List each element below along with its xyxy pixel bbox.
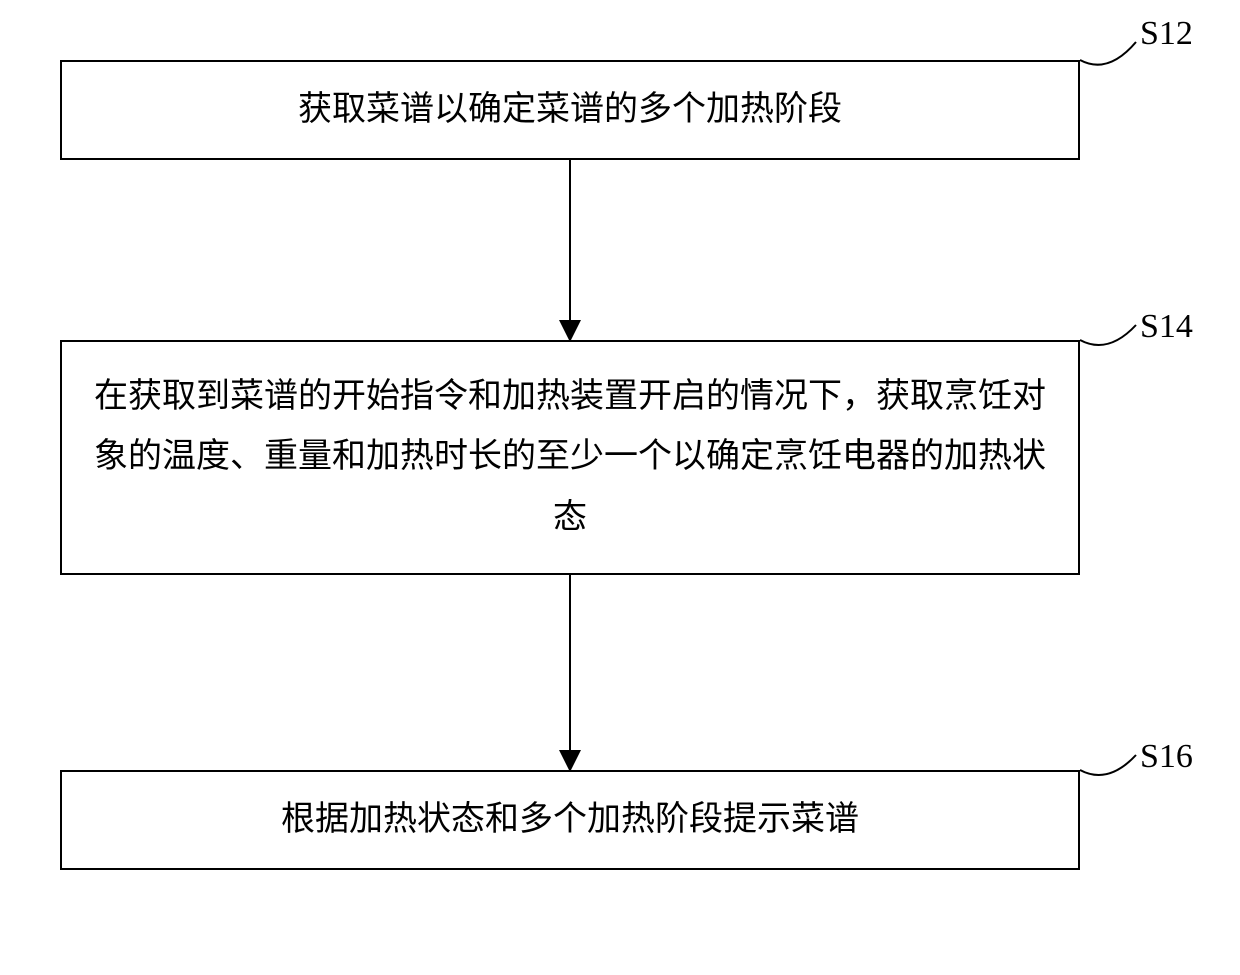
arrow-line-1 bbox=[569, 160, 571, 322]
arrow-head-1 bbox=[559, 320, 581, 342]
connector-curve-s14 bbox=[1078, 320, 1148, 360]
connector-curve-s16 bbox=[1078, 750, 1148, 790]
flowchart-container: 获取菜谱以确定菜谱的多个加热阶段 在获取到菜谱的开始指令和加热装置开启的情况下，… bbox=[0, 0, 1240, 975]
arrow-line-2 bbox=[569, 575, 571, 752]
step-text-s16: 根据加热状态和多个加热阶段提示菜谱 bbox=[281, 790, 859, 851]
step-text-s14: 在获取到菜谱的开始指令和加热装置开启的情况下，获取烹饪对象的温度、重量和加热时长… bbox=[92, 367, 1048, 549]
step-text-s12: 获取菜谱以确定菜谱的多个加热阶段 bbox=[298, 80, 842, 141]
flow-step-s12: 获取菜谱以确定菜谱的多个加热阶段 bbox=[60, 60, 1080, 160]
connector-curve-s12 bbox=[1078, 40, 1148, 80]
arrow-head-2 bbox=[559, 750, 581, 772]
flow-step-s16: 根据加热状态和多个加热阶段提示菜谱 bbox=[60, 770, 1080, 870]
flow-step-s14: 在获取到菜谱的开始指令和加热装置开启的情况下，获取烹饪对象的温度、重量和加热时长… bbox=[60, 340, 1080, 575]
